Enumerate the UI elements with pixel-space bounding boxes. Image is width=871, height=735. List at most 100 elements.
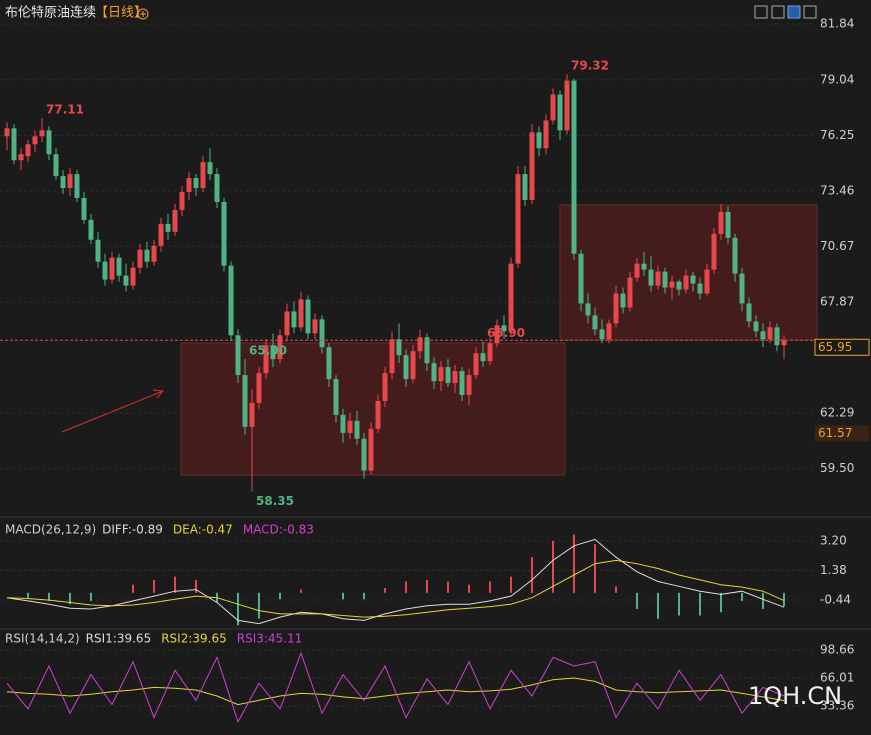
candle-body [536, 132, 542, 149]
candle-body [760, 331, 766, 340]
watermark: 1QH.CN [748, 682, 842, 710]
candle-body [424, 337, 430, 364]
candle-body [130, 267, 136, 286]
candle-body [739, 273, 745, 304]
last-price-label: 65.95 [818, 340, 852, 354]
candle-body [508, 263, 514, 332]
candle-body [144, 249, 150, 262]
candle-body [249, 402, 255, 427]
candle-body [39, 130, 45, 137]
y-tick-label: 1.38 [820, 563, 847, 577]
candle-body [305, 299, 311, 334]
y-tick-label: 62.29 [820, 406, 854, 420]
candle-body [445, 367, 451, 384]
arrow-head [152, 389, 165, 399]
candle-body [683, 275, 689, 290]
candle-body [277, 335, 283, 360]
candle-body [578, 253, 584, 304]
candle-body [326, 347, 332, 380]
y-tick-label: 67.87 [820, 295, 854, 309]
candle-body [354, 420, 360, 439]
candle-body [396, 339, 402, 356]
macd-bar [405, 581, 407, 593]
macd-bar [636, 592, 638, 610]
y-tick-label: 70.67 [820, 239, 854, 253]
candle-body [60, 176, 66, 189]
period-label[interactable]: 【日线】 [95, 6, 147, 21]
candle-body [648, 269, 654, 286]
legend-entry: MACD:-0.83 [243, 523, 314, 537]
candle-body [620, 293, 626, 308]
macd-bar [489, 581, 491, 593]
macd-bar [90, 592, 92, 601]
macd-bar [27, 592, 29, 598]
candle-body [480, 353, 486, 362]
candle-body [550, 94, 556, 121]
candle-body [214, 174, 220, 202]
legend-entry: RSI2:39.65 [161, 632, 227, 646]
trend-arrow [61, 390, 164, 433]
candle-body [753, 321, 759, 332]
candle-body [375, 400, 381, 429]
candle-body [53, 154, 59, 177]
candle-body [389, 339, 395, 374]
price-annotation: 58.35 [256, 494, 294, 508]
candle-body [200, 162, 206, 189]
y-tick-label: -0.44 [820, 592, 851, 606]
macd-bar [69, 592, 71, 605]
y-tick-label: 98.66 [820, 643, 854, 657]
candle-body [410, 351, 416, 380]
price-annotation: 65.90 [487, 326, 525, 340]
candle-body [291, 311, 297, 328]
tool-button[interactable] [787, 5, 801, 19]
legend-entry: RSI3:45.11 [237, 632, 303, 646]
macd-bar [762, 592, 764, 610]
candle-body [494, 325, 500, 344]
macd-bar [153, 579, 155, 593]
cursor-price-box [815, 425, 869, 442]
y-tick-label: 73.46 [820, 183, 854, 197]
candle-body [116, 257, 122, 276]
candle-body [172, 209, 178, 232]
candle-body [207, 162, 213, 175]
candle-body [613, 293, 619, 324]
tool-button[interactable] [771, 5, 785, 19]
candle-body [690, 275, 696, 284]
tool-button[interactable] [754, 5, 768, 19]
candle-body [46, 130, 52, 155]
candle-body [676, 281, 682, 290]
candle-body [564, 80, 570, 131]
y-tick-label: 33.36 [820, 699, 854, 713]
macd-bar [384, 587, 386, 593]
candle-body [606, 323, 612, 340]
macd-bar [510, 576, 512, 593]
candle-body [522, 174, 528, 200]
candle-body [158, 223, 164, 246]
candle-body [431, 363, 437, 382]
candle-body [270, 345, 276, 360]
candle-body [151, 245, 157, 262]
last-price-box [814, 338, 870, 356]
tool-button[interactable] [803, 5, 817, 19]
y-tick-label: 59.50 [820, 461, 854, 475]
macd-bar [237, 592, 239, 626]
candle-body [102, 261, 108, 280]
macd-bar [699, 592, 701, 616]
candle-body [25, 144, 31, 157]
macd-bar [48, 592, 50, 601]
candle-body [235, 335, 241, 376]
macd-bar [447, 581, 449, 593]
candle-body [529, 132, 535, 200]
candle-body [557, 94, 563, 131]
macd-bar [300, 589, 302, 593]
indicator-line [6, 538, 785, 625]
indicator-line [6, 677, 785, 706]
y-tick-label: 81.84 [820, 17, 854, 31]
candle-body [137, 249, 143, 268]
candle-body [109, 257, 115, 280]
add-icon[interactable] [137, 8, 149, 20]
candle-body [718, 211, 724, 234]
y-tick-label: 66.01 [820, 671, 854, 685]
candle-body [95, 239, 101, 262]
